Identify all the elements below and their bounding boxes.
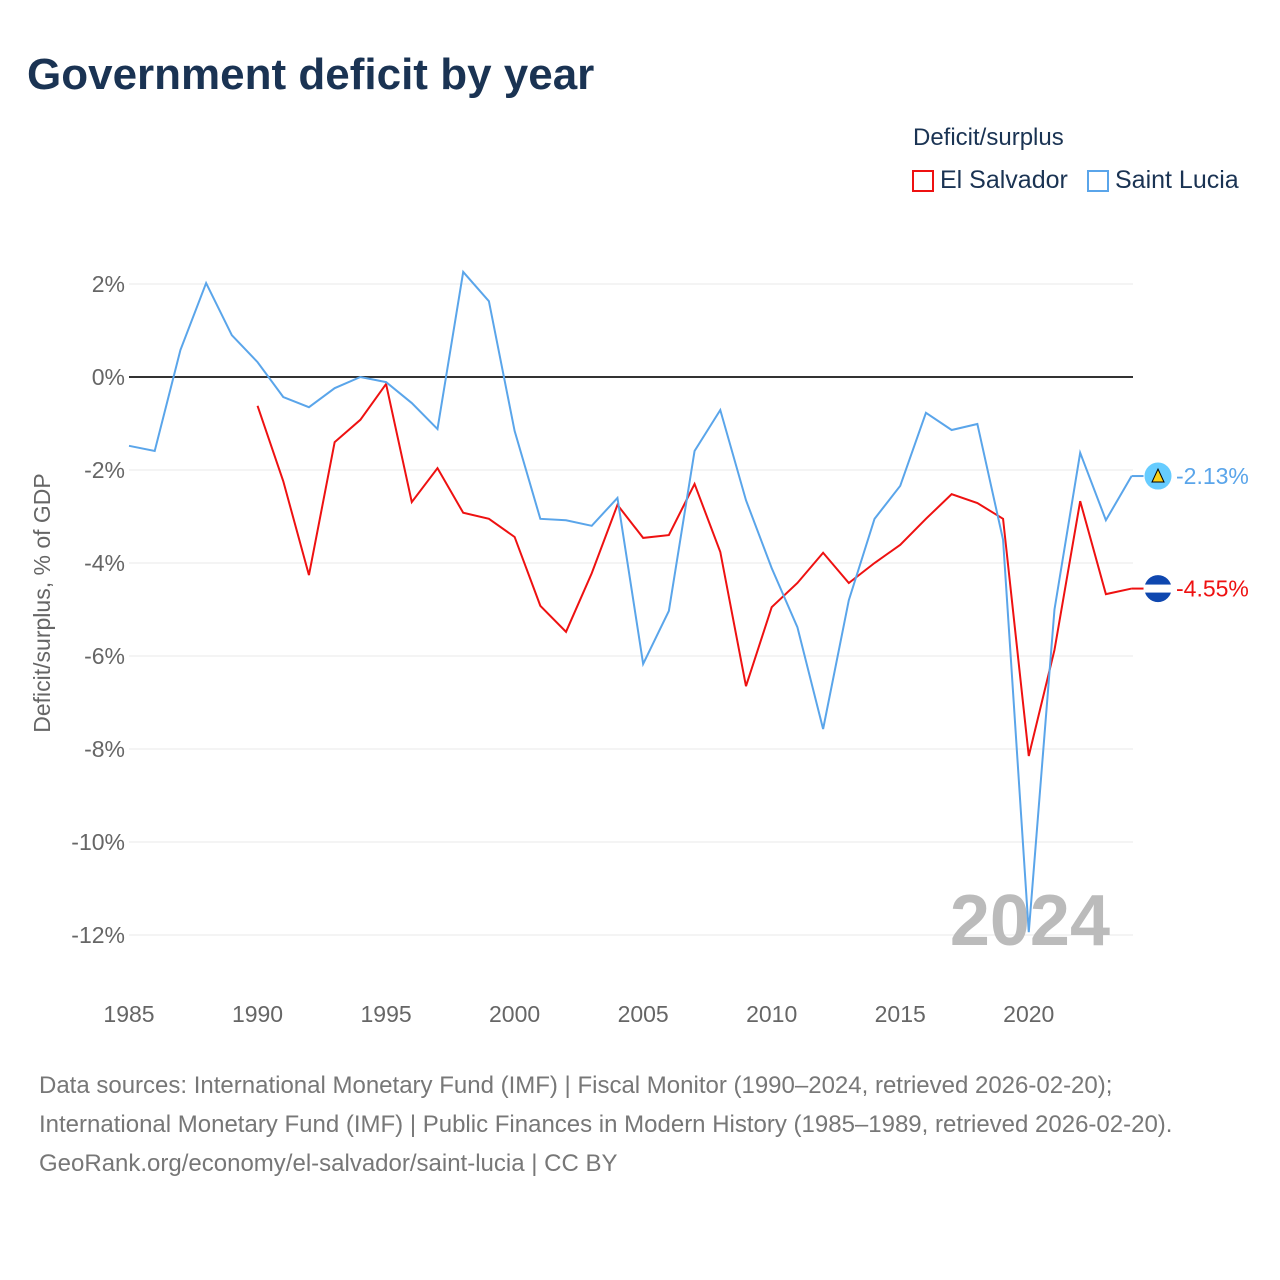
y-tick-label: -6% [84,643,125,669]
y-tick-label: -12% [71,922,125,948]
chart-title: Government deficit by year [27,50,595,99]
legend-swatch [1087,169,1109,192]
y-tick-label: -8% [84,736,125,762]
plot-area: 2% 0% -2% -4% -6% -8% -10% -12% 1985 1990 1995 2000… [29,269,1249,1027]
legend-swatch [912,169,934,192]
x-tick-label: 2000 [489,1001,540,1027]
x-tick-label: 2020 [1003,1001,1054,1027]
legend-label: Saint Lucia [1115,166,1239,194]
y-tick-label: 0% [92,364,125,390]
source-link[interactable]: GeoRank.org/economy/el-salvador/saint-lu… [39,1150,618,1177]
data-sources: Data sources: International Monetary Fun… [39,1072,1173,1138]
y-tick-label: -4% [84,550,125,576]
end-value-label: -2.13% [1176,463,1249,489]
x-tick-label: 2015 [875,1001,926,1027]
y-axis-label: Deficit/surplus, % of GDP [29,473,55,732]
x-tick-label: 1985 [103,1001,154,1027]
x-tick-label: 1990 [232,1001,283,1027]
legend-title: Deficit/surplus [913,124,1064,151]
legend-item-el-salvador[interactable]: El Salvador [912,166,1068,195]
legend-label: El Salvador [940,166,1068,194]
y-tick-label: -10% [71,829,125,855]
flag-triangle [1151,467,1165,483]
x-tick-label: 2005 [618,1001,669,1027]
end-value-label: -4.55% [1176,576,1249,602]
x-tick-label: 1995 [360,1001,411,1027]
y-tick-label: -2% [84,457,125,483]
y-tick-label: 2% [92,271,125,297]
flag-stripe [1144,584,1172,593]
footer: Data sources: International Monetary Fun… [39,1066,1239,1183]
series-line-saint-lucia [128,269,1133,933]
legend-item-saint-lucia[interactable]: Saint Lucia [1087,166,1239,195]
x-tick-label: 2010 [746,1001,797,1027]
series-line-el-salvador [256,381,1132,757]
